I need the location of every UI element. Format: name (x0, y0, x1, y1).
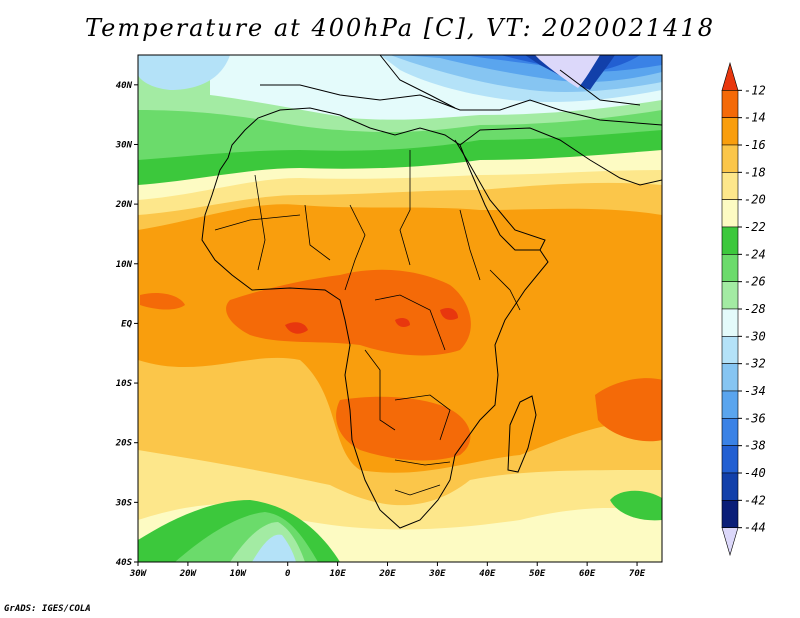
lat-tick-label: 10N (116, 260, 133, 270)
colorbar-swatch (721, 445, 739, 474)
lon-tick-label: 30W (129, 569, 148, 579)
colorbar-label: -14 (744, 111, 766, 125)
lon-tick-label: 0 (285, 569, 291, 579)
lon-tick-label: 30E (428, 569, 446, 579)
colorbar-label: -28 (744, 302, 766, 316)
colorbar-label: -24 (744, 247, 766, 261)
colorbar-label: -40 (744, 466, 766, 480)
colorbar-swatch (721, 144, 739, 173)
lon-tick-label: 50E (529, 569, 546, 579)
colorbar-swatch (721, 61, 739, 91)
lat-tick-label: 40N (116, 81, 133, 91)
lat-tick-label: 30S (115, 498, 133, 508)
map-frame (137, 54, 663, 563)
colorbar-swatch (721, 336, 739, 364)
colorbar: -12 -14 -16 -18 -20 -22 -24 -26 -28 -30 -32 -34 -36 -… (721, 61, 766, 557)
colorbar-swatch (721, 418, 739, 446)
colorbar-label: -44 (744, 521, 766, 535)
lon-tick-label: 20W (179, 569, 198, 579)
lat-tick-label: 40S (116, 558, 133, 568)
colorbar-swatch (721, 226, 739, 255)
lat-tick-label: 20S (115, 439, 133, 449)
colorbar-label: -38 (744, 439, 766, 453)
colorbar-swatch (721, 172, 739, 200)
colorbar-label: -30 (744, 329, 766, 343)
colorbar-label: -34 (744, 384, 766, 398)
colorbar-label: -36 (744, 411, 766, 425)
lat-tick-label: 10S (116, 379, 133, 389)
lon-tick-label: 60E (579, 569, 596, 579)
colorbar-swatch (721, 308, 739, 337)
colorbar-swatch (721, 500, 739, 528)
colorbar-label: -20 (744, 193, 766, 207)
colorbar-label: -16 (744, 138, 766, 152)
coastlines (201, 55, 662, 529)
lon-tick-label: 20E (378, 569, 396, 579)
lon-tick-label: 40E (479, 569, 496, 579)
temperature-field (138, 55, 662, 562)
colorbar-swatch (721, 281, 739, 310)
colorbar-label: -18 (744, 165, 766, 179)
lon-tick-label: 10E (329, 569, 346, 579)
lat-tick-label: 30N (115, 140, 133, 150)
lon-tick-label: 70E (629, 569, 646, 579)
latitude-axis: 40N 30N 20N 10N EQ 10S 20S 30S 40S (115, 81, 138, 568)
colorbar-swatch (721, 90, 739, 118)
colorbar-swatch (721, 472, 739, 501)
page-title: Temperature at 400hPa [C], VT: 202002141… (85, 14, 715, 42)
colorbar-swatch (721, 254, 739, 282)
colorbar-label: -22 (744, 220, 766, 234)
colorbar-label: -26 (744, 275, 766, 289)
country-borders (214, 150, 521, 496)
colorbar-label: -12 (744, 83, 766, 97)
lat-tick-label: 20N (115, 200, 133, 210)
colorbar-swatch (721, 117, 739, 146)
lon-tick-label: 10W (230, 569, 248, 579)
colorbar-swatch (721, 363, 739, 392)
colorbar-label: -32 (744, 357, 766, 371)
colorbar-label: -42 (744, 493, 766, 507)
colorbar-swatch (721, 199, 739, 228)
colorbar-swatch (721, 390, 739, 419)
longitude-axis: 30W 20W 10W 0 10E 20E 30E 40E 50E 60E 70E (129, 562, 646, 579)
colorbar-swatch (721, 527, 739, 557)
credit-text: GrADS: IGES/COLA (4, 604, 91, 614)
lat-tick-label: EQ (121, 319, 132, 329)
